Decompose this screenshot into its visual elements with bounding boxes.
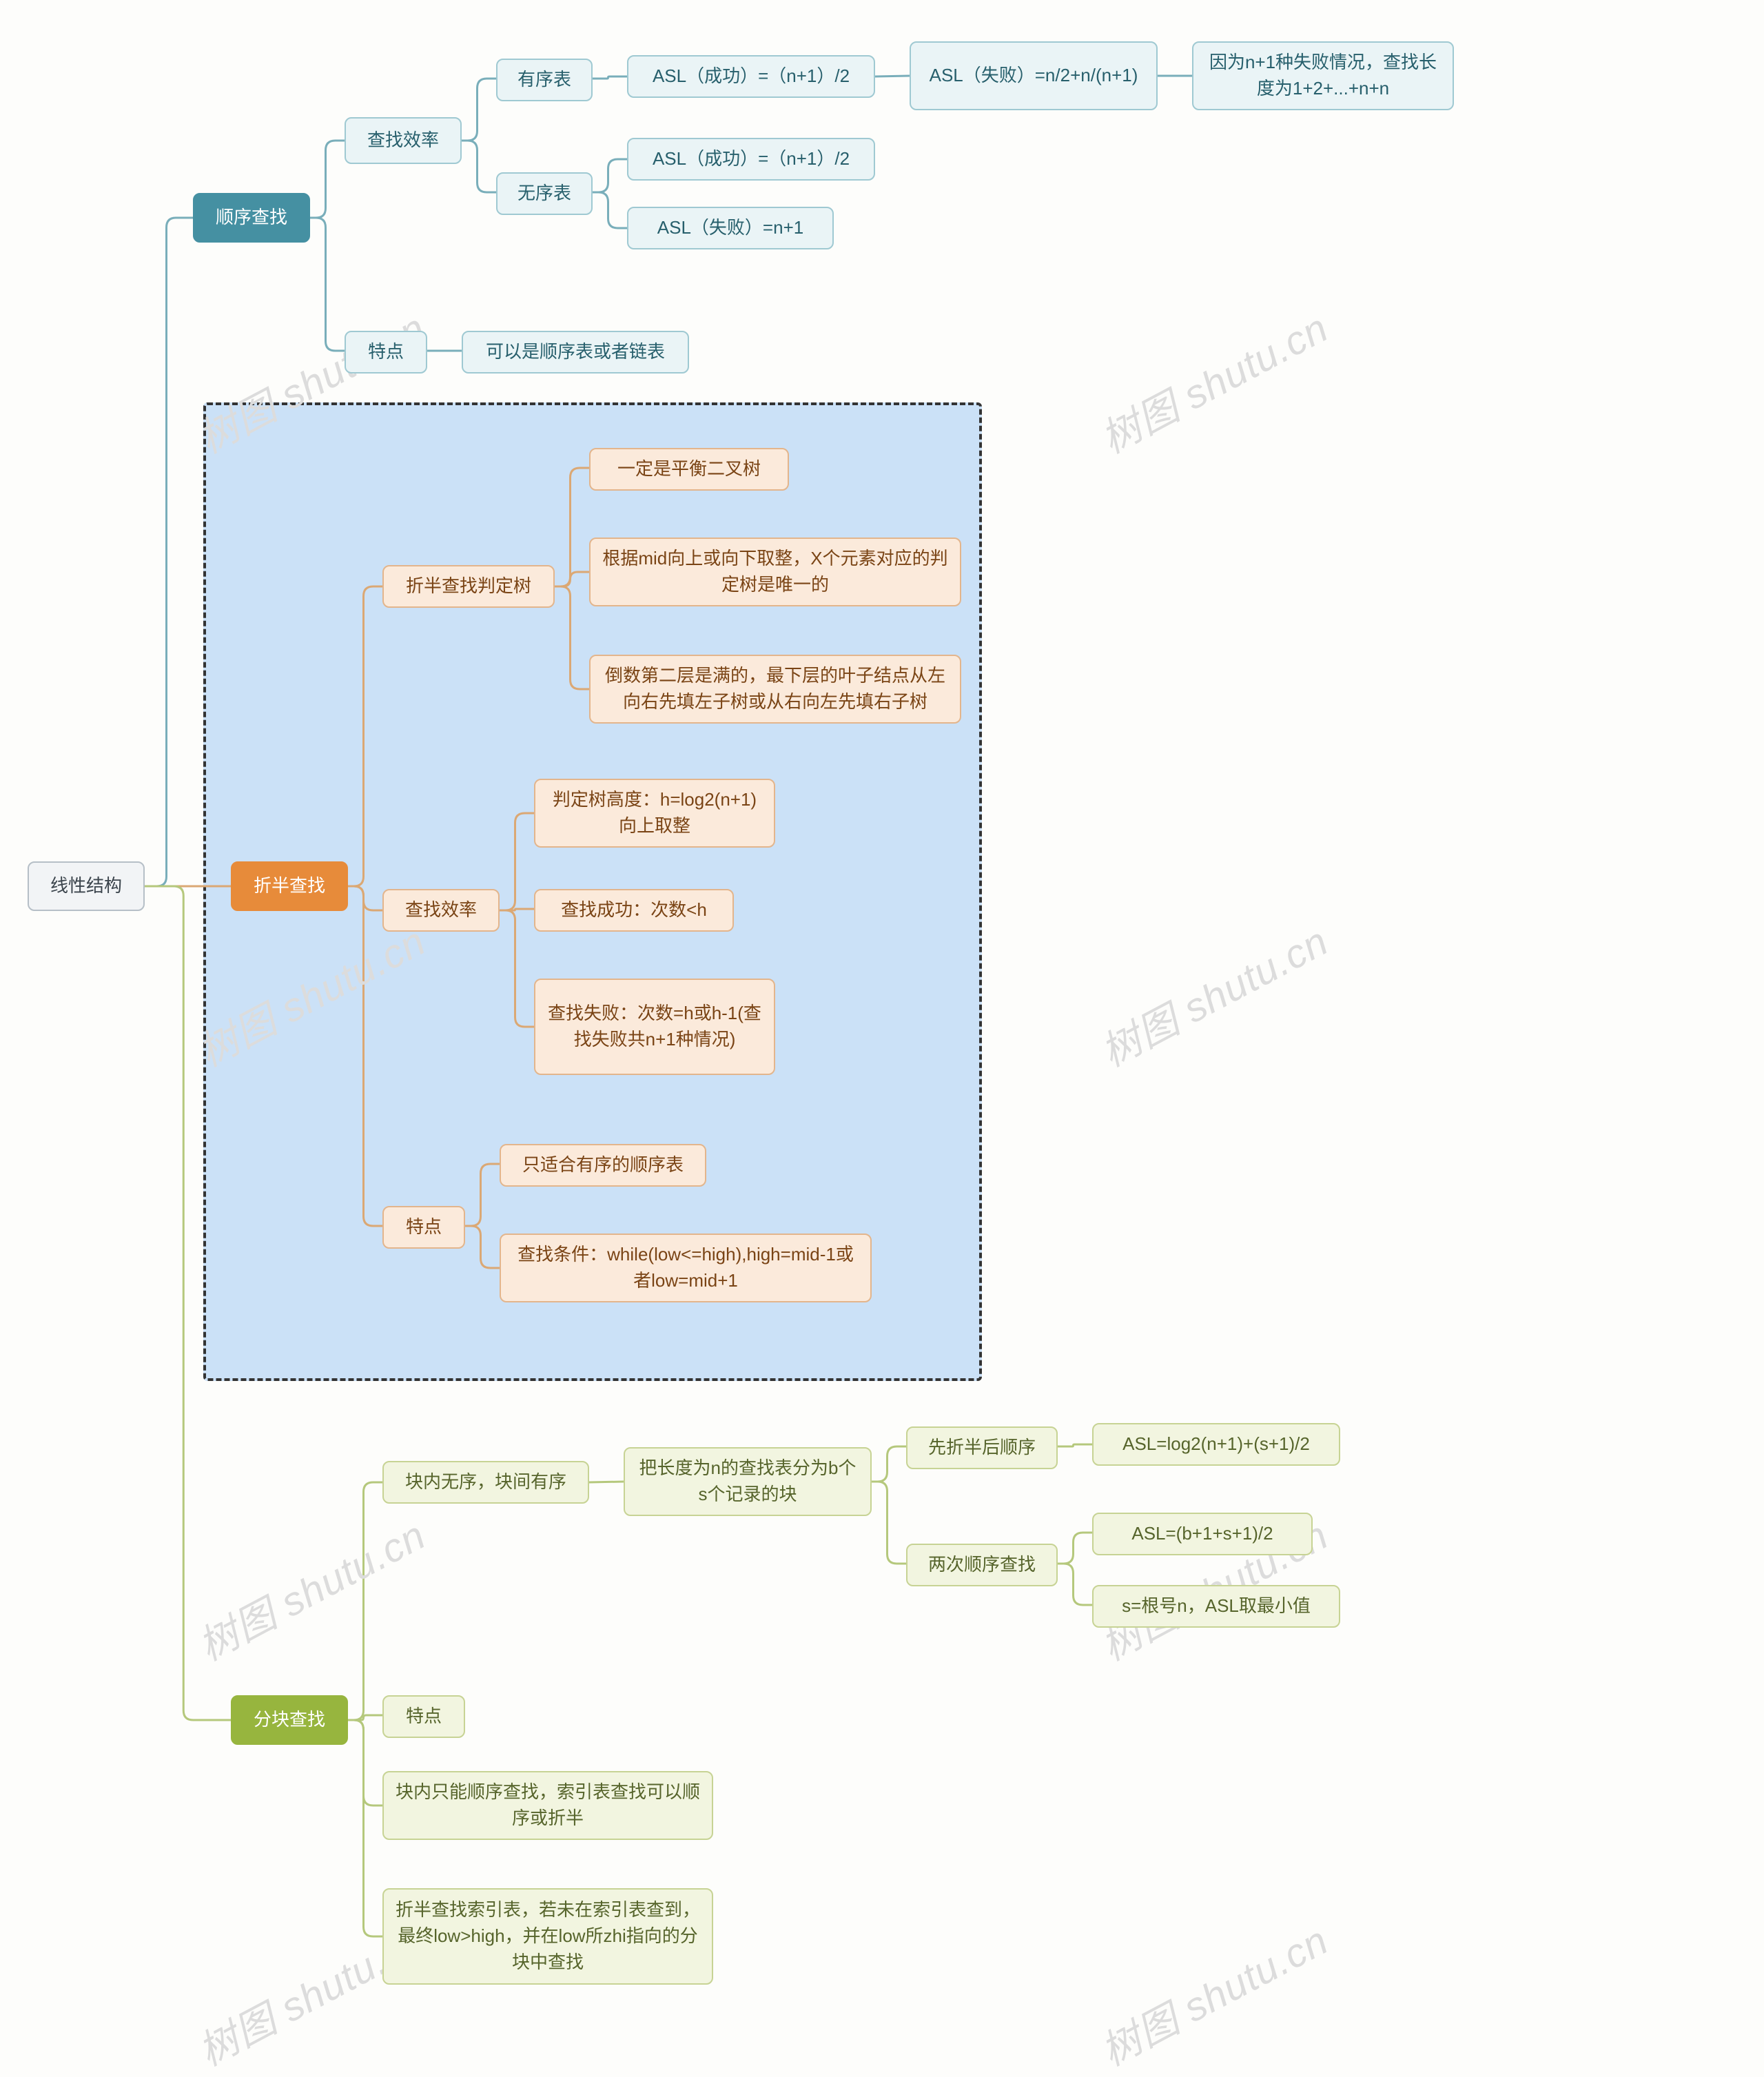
node-n_seq_un_s[interactable]: ASL（成功）=（n+1）/2	[627, 138, 875, 181]
node-label: 折半查找判定树	[406, 573, 531, 600]
node-label: 一定是平衡二叉树	[617, 456, 761, 482]
edge-n_seq_eff-n_seq_ord	[462, 79, 496, 141]
node-label: 先折半后顺序	[928, 1435, 1036, 1461]
node-label: 倒数第二层是满的，最下层的叶子结点从左向右先填左子树或从右向左先填右子树	[602, 663, 949, 715]
node-n_seq_ord[interactable]: 有序表	[496, 59, 593, 101]
node-n_bin_tr_1[interactable]: 只适合有序的顺序表	[500, 1144, 706, 1187]
node-label: 两次顺序查找	[928, 1552, 1036, 1578]
node-n_seq_un_f[interactable]: ASL（失败）=n+1	[627, 207, 834, 249]
node-label: 折半查找	[254, 873, 325, 899]
node-n_blk_o_s[interactable]: 把长度为n的查找表分为b个s个记录的块	[624, 1447, 872, 1516]
node-label: 特点	[406, 1703, 442, 1730]
node-label: 块内只能顺序查找，索引表查找可以顺序或折半	[395, 1779, 701, 1831]
node-label: s=根号n，ASL取最小值	[1122, 1593, 1311, 1619]
node-label: ASL=log2(n+1)+(s+1)/2	[1122, 1431, 1310, 1457]
node-label: 查找效率	[405, 897, 477, 923]
watermark: 树图 shutu.cn	[187, 1504, 434, 1672]
watermark: 树图 shutu.cn	[1089, 1909, 1337, 2077]
node-n_blk_o_b_r2[interactable]: s=根号n，ASL取最小值	[1092, 1585, 1340, 1628]
node-label: 特点	[368, 339, 404, 365]
node-n_bin_eff[interactable]: 查找效率	[382, 889, 500, 932]
node-label: 折半查找索引表，若未在索引表查到，最终low>high，并在low所zhi指向的…	[395, 1897, 701, 1975]
node-n_blk_o[interactable]: 块内无序，块间有序	[382, 1461, 589, 1504]
node-label: 查找效率	[367, 127, 439, 154]
edge-n_seq-n_seq_tr	[310, 218, 345, 351]
node-n_blk_tr_1[interactable]: 块内只能顺序查找，索引表查找可以顺序或折半	[382, 1771, 713, 1840]
node-label: 有序表	[517, 67, 571, 93]
node-n_seq_ord_s[interactable]: ASL（成功）=（n+1）/2	[627, 55, 875, 98]
edge-n_blk_o_s-n_blk_o_a	[872, 1446, 906, 1482]
node-n_seq_tr_t[interactable]: 可以是顺序表或者链表	[462, 331, 689, 374]
node-label: 因为n+1种失败情况，查找长度为1+2+...+n+n	[1204, 50, 1442, 101]
node-label: ASL（失败）=n+1	[657, 215, 803, 241]
node-label: 查找条件：while(low<=high),high=mid-1或者low=mi…	[512, 1242, 859, 1293]
node-n_blk_tr_2[interactable]: 折半查找索引表，若未在索引表查到，最终low>high，并在low所zhi指向的…	[382, 1888, 713, 1985]
node-label: 查找失败：次数=h或h-1(查找失败共n+1种情况)	[546, 1001, 763, 1052]
node-label: 只适合有序的顺序表	[522, 1152, 684, 1178]
node-label: 可以是顺序表或者链表	[486, 339, 665, 365]
node-n_bin_jt_2[interactable]: 根据mid向上或向下取整，X个元素对应的判定树是唯一的	[589, 538, 961, 606]
node-n_blk_o_b[interactable]: 两次顺序查找	[906, 1544, 1058, 1586]
node-label: 特点	[406, 1214, 442, 1240]
node-label: 分块查找	[254, 1707, 325, 1733]
node-n_bin_tr_2[interactable]: 查找条件：while(low<=high),high=mid-1或者low=mi…	[500, 1234, 872, 1302]
node-label: 判定树高度：h=log2(n+1)向上取整	[546, 787, 763, 839]
node-label: 把长度为n的查找表分为b个s个记录的块	[636, 1455, 859, 1507]
node-n_bin_eff_1[interactable]: 判定树高度：h=log2(n+1)向上取整	[534, 779, 775, 848]
edge-n_blk-n_blk_tr_2	[348, 1720, 382, 1936]
node-n_seq_ord_f[interactable]: ASL（失败）=n/2+n/(n+1)	[910, 41, 1158, 110]
node-label: ASL（失败）=n/2+n/(n+1)	[930, 63, 1138, 89]
node-n_bin_eff_2[interactable]: 查找成功：次数<h	[534, 889, 734, 932]
edge-root-n_seq	[145, 218, 193, 886]
mindmap-canvas: 树图 shutu.cn树图 shutu.cn树图 shutu.cn树图 shut…	[0, 0, 1764, 2035]
node-label: 根据mid向上或向下取整，X个元素对应的判定树是唯一的	[602, 546, 949, 597]
node-n_blk_tr[interactable]: 特点	[382, 1695, 465, 1738]
node-label: ASL（成功）=（n+1）/2	[653, 63, 850, 90]
watermark: 树图 shutu.cn	[1089, 296, 1337, 464]
edge-n_blk_o_b-n_blk_o_b_r2	[1058, 1564, 1092, 1605]
edge-n_seq_un-n_seq_un_s	[593, 159, 627, 192]
node-n_blk[interactable]: 分块查找	[231, 1695, 348, 1745]
edge-n_seq_un-n_seq_un_f	[593, 192, 627, 228]
node-n_bin_eff_3[interactable]: 查找失败：次数=h或h-1(查找失败共n+1种情况)	[534, 979, 775, 1075]
edge-n_blk_o_s-n_blk_o_b	[872, 1482, 906, 1564]
edge-n_blk-n_blk_tr_1	[348, 1720, 382, 1805]
node-n_seq_tr[interactable]: 特点	[345, 331, 427, 374]
node-n_seq_ord_f2[interactable]: 因为n+1种失败情况，查找长度为1+2+...+n+n	[1192, 41, 1454, 110]
node-n_seq_eff[interactable]: 查找效率	[345, 117, 462, 164]
node-n_blk_o_a[interactable]: 先折半后顺序	[906, 1426, 1058, 1469]
edge-n_blk-n_blk_tr	[348, 1715, 382, 1720]
node-label: ASL（成功）=（n+1）/2	[653, 146, 850, 172]
node-root[interactable]: 线性结构	[28, 861, 145, 911]
node-label: 查找成功：次数<h	[561, 897, 707, 923]
node-label: 线性结构	[50, 873, 122, 899]
node-n_seq[interactable]: 顺序查找	[193, 193, 310, 243]
node-n_bin_tr[interactable]: 特点	[382, 1206, 465, 1249]
watermark: 树图 shutu.cn	[1089, 910, 1337, 1078]
node-n_seq_un[interactable]: 无序表	[496, 172, 593, 215]
edge-n_seq-n_seq_eff	[310, 141, 345, 218]
edge-n_blk_o_a-n_blk_o_a_r	[1058, 1444, 1092, 1446]
node-n_bin_jt_1[interactable]: 一定是平衡二叉树	[589, 448, 789, 491]
node-label: 顺序查找	[216, 205, 287, 231]
edge-n_blk-n_blk_o	[348, 1482, 382, 1720]
edge-n_blk_o_b-n_blk_o_b_r1	[1058, 1533, 1092, 1564]
node-n_bin[interactable]: 折半查找	[231, 861, 348, 911]
node-label: 无序表	[517, 181, 571, 207]
node-n_bin_jt[interactable]: 折半查找判定树	[382, 565, 555, 608]
edge-n_seq_eff-n_seq_un	[462, 141, 496, 192]
edge-n_seq_ord-n_seq_ord_s	[593, 76, 627, 79]
node-n_blk_o_a_r[interactable]: ASL=log2(n+1)+(s+1)/2	[1092, 1423, 1340, 1466]
node-label: 块内无序，块间有序	[405, 1469, 566, 1495]
node-n_bin_jt_3[interactable]: 倒数第二层是满的，最下层的叶子结点从左向右先填左子树或从右向左先填右子树	[589, 655, 961, 724]
node-n_blk_o_b_r1[interactable]: ASL=(b+1+s+1)/2	[1092, 1513, 1313, 1555]
node-label: ASL=(b+1+s+1)/2	[1131, 1521, 1273, 1547]
